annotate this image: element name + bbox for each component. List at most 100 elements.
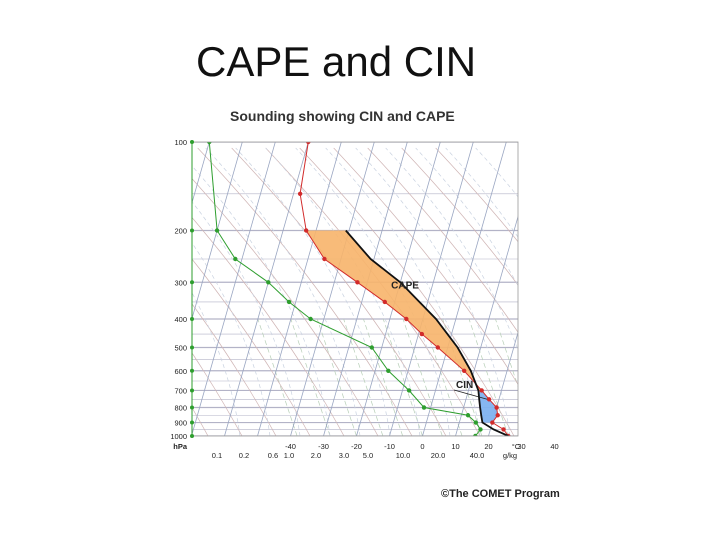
dry-adiabat — [435, 147, 518, 243]
dewpoint-point — [421, 405, 427, 410]
temperature-tick-label: 20 — [484, 442, 492, 451]
cape-label: CAPE — [391, 281, 419, 292]
temperature-tick-label: -20 — [351, 442, 362, 451]
pressure-tick-label: 100 — [174, 138, 187, 147]
mixing-ratio-line — [402, 318, 443, 436]
moist-adiabat — [415, 147, 518, 287]
moist-adiabat — [205, 147, 361, 436]
isotherm-line — [60, 142, 144, 436]
dewpoint-point — [233, 256, 238, 262]
mixing-ratio-tick-label: 5.0 — [363, 451, 373, 460]
isotherm-line — [93, 142, 177, 436]
dry-adiabat — [0, 148, 140, 436]
isotherm-line — [257, 142, 342, 436]
isotherm-line — [192, 142, 210, 205]
temperature-point — [297, 191, 303, 196]
temperature-point — [495, 413, 500, 418]
dry-adiabat — [197, 147, 413, 436]
mixing-ratio-tick-label: 20.0 — [431, 451, 446, 460]
temperature-point — [435, 345, 441, 350]
mixing-ratio-tick-label: 0.1 — [212, 451, 222, 460]
dry-adiabat — [192, 352, 243, 436]
temperature-point — [404, 316, 409, 322]
mixing-ratio-line — [316, 318, 357, 436]
mixing-ratio-tick-label: 40.0 — [470, 451, 485, 460]
mixing-ratio-tick-label: 0.2 — [239, 451, 249, 460]
slide-title: CAPE and CIN — [196, 38, 477, 85]
pressure-tick-label: 200 — [174, 227, 187, 236]
temperature-tick-label: 30 — [517, 442, 525, 451]
dewpoint-point — [308, 316, 313, 322]
isotherm-line — [389, 142, 474, 436]
dry-adiabat — [367, 147, 518, 333]
mixing-ratio-line — [442, 318, 483, 436]
moist-adiabat — [355, 147, 511, 436]
pressure-tick-label: 700 — [174, 386, 187, 395]
pressure-tick-dot — [190, 405, 194, 410]
isotherm-line — [192, 142, 243, 320]
pressure-tick-label: 300 — [174, 278, 187, 287]
isotherm-line — [0, 142, 77, 436]
pressure-tick-dot — [190, 140, 194, 144]
isotherm-line — [522, 142, 606, 436]
pressure-tick-dot — [190, 280, 194, 285]
dewpoint-point — [207, 142, 212, 145]
temperature-point — [490, 420, 495, 425]
dewpoint-point — [473, 433, 478, 436]
temperature-tick-label: 40 — [550, 442, 558, 451]
dewpoint-point — [369, 345, 375, 350]
mixing-ratio-line — [343, 318, 384, 436]
dewpoint-point — [286, 299, 292, 305]
temperature-point — [306, 142, 311, 145]
temperature-point — [501, 427, 506, 432]
cin-label: CIN — [456, 380, 473, 391]
dry-adiabat — [192, 303, 277, 436]
mixing-ratio-tick-label: 3.0 — [339, 451, 349, 460]
temperature-point — [486, 397, 492, 402]
dewpoint-point — [465, 413, 471, 418]
temperature-point — [479, 388, 484, 393]
temperature-point — [382, 299, 388, 305]
dewpoint-point — [406, 388, 412, 393]
mixing-ratio-line — [382, 318, 423, 436]
temperature-unit-label: °C — [512, 442, 521, 451]
pressure-tick-dot — [190, 388, 194, 393]
pressure-tick-dot — [190, 228, 194, 233]
mixing-ratio-line — [257, 318, 298, 436]
isotherm-line — [27, 142, 111, 436]
temperature-tick-label: -30 — [318, 442, 329, 451]
moist-adiabat — [192, 165, 331, 436]
temperature-tick-label: 10 — [451, 442, 459, 451]
mixing-ratio-line — [290, 318, 331, 436]
copyright-credit: ©The COMET Program — [441, 488, 560, 500]
moist-adiabat — [235, 147, 391, 436]
cin-leader-line — [453, 389, 488, 400]
moist-adiabat — [192, 292, 241, 436]
temperature-point — [494, 405, 499, 410]
pressure-tick-label: 600 — [174, 367, 187, 376]
temperature-tick-label: 0 — [420, 442, 424, 451]
isotherm-line — [0, 142, 44, 436]
cape-area — [306, 230, 482, 391]
pressure-tick-label: 500 — [174, 343, 187, 352]
pressure-tick-label: 1000 — [170, 432, 187, 441]
dry-adiabat — [192, 258, 311, 436]
pressure-tick-dot — [190, 317, 194, 322]
pressure-tick-label: 400 — [174, 315, 187, 324]
dewpoint-point — [214, 228, 220, 233]
moist-adiabat — [295, 147, 451, 436]
moist-adiabat — [385, 147, 518, 351]
isotherm-line — [224, 142, 309, 436]
temperature-point — [355, 280, 360, 285]
mixing-ratio-tick-label: 0.6 — [268, 451, 278, 460]
isotherm-line — [422, 142, 507, 436]
pressure-tick-dot — [190, 345, 194, 350]
moist-adiabat — [475, 147, 518, 198]
mixing-ratio-unit-label: g/kg — [503, 451, 517, 460]
moist-adiabat — [325, 147, 481, 436]
moist-adiabat — [445, 147, 518, 238]
moist-adiabat — [192, 201, 301, 436]
pressure-tick-dot — [190, 368, 194, 373]
dry-adiabat — [192, 216, 345, 436]
